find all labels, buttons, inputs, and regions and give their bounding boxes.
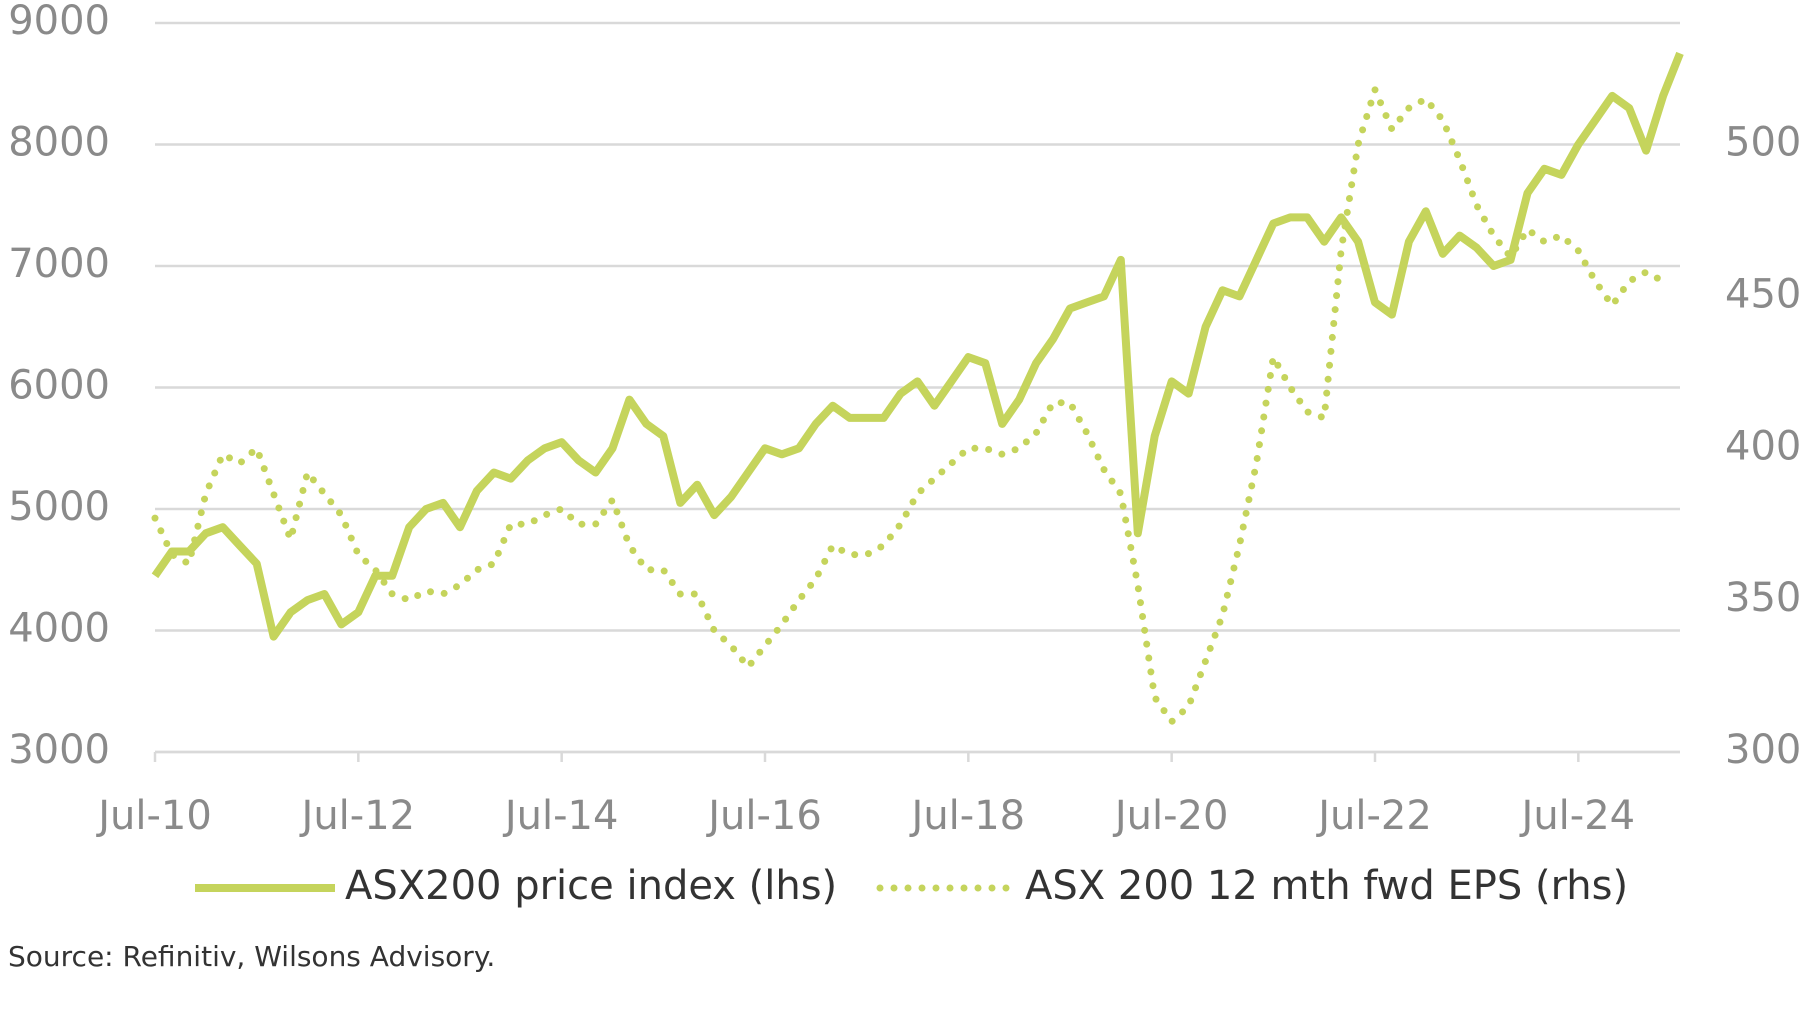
- y2-tick-label: 400: [1725, 423, 1800, 469]
- x-tick-label: Jul-18: [909, 793, 1026, 839]
- x-tick-label: Jul-22: [1315, 793, 1432, 839]
- x-tick-label: Jul-16: [705, 793, 822, 839]
- y-tick-label: 6000: [8, 363, 110, 409]
- x-tick-label: Jul-10: [95, 793, 212, 839]
- y2-tick-label: 500: [1725, 120, 1800, 166]
- source-note: Source: Refinitiv, Wilsons Advisory.: [8, 940, 495, 973]
- legend-label: ASX200 price index (lhs): [345, 863, 837, 909]
- y-tick-label: 4000: [8, 606, 110, 652]
- y-tick-label: 7000: [8, 241, 110, 287]
- x-tick-label: Jul-12: [299, 793, 416, 839]
- x-tick-label: Jul-14: [502, 793, 619, 839]
- y-tick-label: 8000: [8, 120, 110, 166]
- series-line: [151, 79, 1667, 727]
- y2-tick-label: 350: [1725, 575, 1800, 621]
- y-tick-label: 3000: [8, 727, 110, 773]
- y-tick-label: 9000: [8, 0, 110, 44]
- series-line: [151, 51, 1684, 641]
- x-tick-label: Jul-20: [1112, 793, 1229, 839]
- x-tick-label: Jul-24: [1519, 793, 1636, 839]
- y2-tick-label: 450: [1725, 271, 1800, 317]
- y-tick-label: 5000: [8, 484, 110, 530]
- legend-label: ASX 200 12 mth fwd EPS (rhs): [1025, 863, 1628, 909]
- y2-tick-label: 300: [1725, 727, 1800, 773]
